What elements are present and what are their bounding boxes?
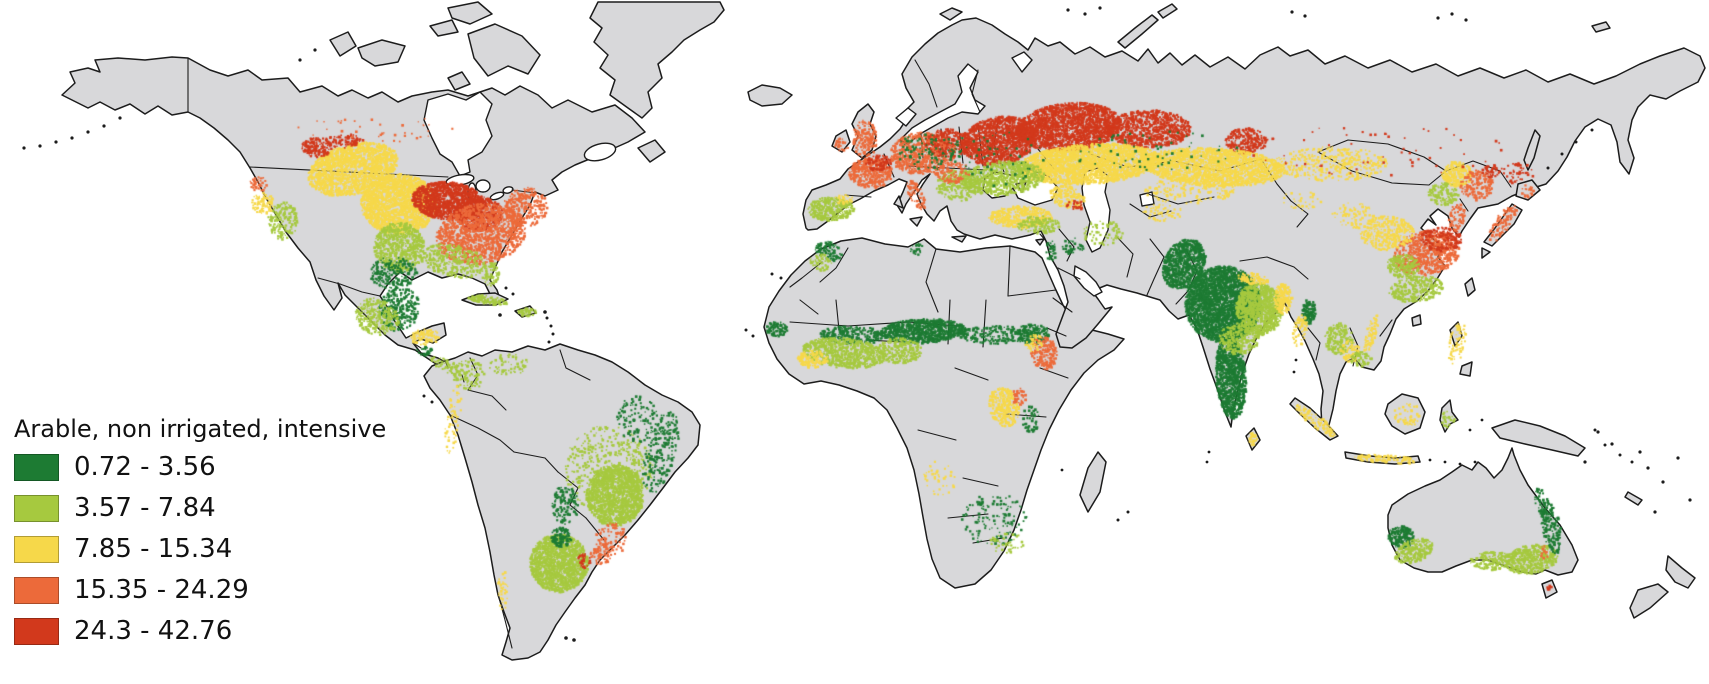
legend-swatch [14, 618, 59, 645]
legend-item: 15.35 - 24.29 [14, 577, 386, 604]
legend-title: Arable, non irrigated, intensive [14, 415, 387, 443]
legend-class-label: 3.57 - 7.84 [74, 493, 216, 523]
legend-swatch [14, 577, 59, 604]
legend-swatch [14, 454, 59, 481]
legend-class-label: 7.85 - 15.34 [74, 534, 233, 564]
legend-class-label: 15.35 - 24.29 [74, 575, 249, 605]
legend-item: 24.3 - 42.76 [14, 618, 386, 645]
map-legend: Arable, non irrigated, intensive 0.72 - … [14, 414, 386, 659]
legend-swatch [14, 495, 59, 522]
legend-item: 7.85 - 15.34 [14, 536, 386, 563]
legend-class-label: 24.3 - 42.76 [74, 616, 233, 646]
legend-item: 0.72 - 3.56 [14, 454, 386, 481]
legend-rows: 0.72 - 3.56 3.57 - 7.84 7.85 - 15.34 15.35 … [14, 454, 386, 645]
legend-class-label: 0.72 - 3.56 [74, 452, 216, 482]
legend-swatch [14, 536, 59, 563]
legend-item: 3.57 - 7.84 [14, 495, 386, 522]
